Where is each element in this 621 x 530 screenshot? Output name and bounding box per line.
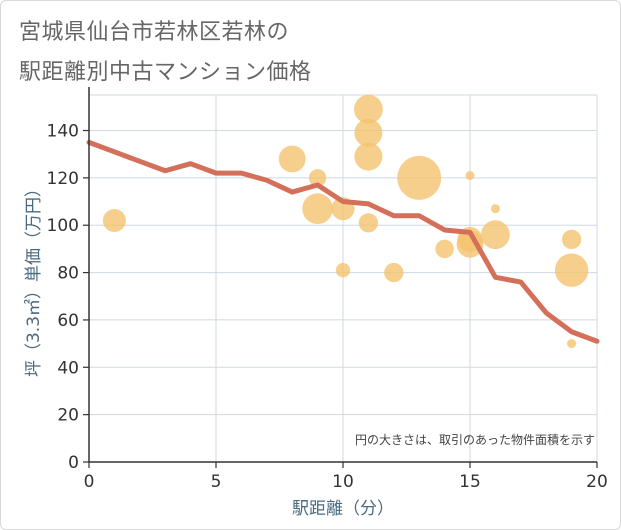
y-tick-label: 20 xyxy=(57,406,79,426)
chart-title-line-1: 宮城県仙台市若林区若林の xyxy=(19,20,290,45)
data-bubble xyxy=(354,94,383,124)
y-tick-label: 80 xyxy=(57,264,79,284)
data-bubble xyxy=(397,155,442,200)
bubbles-group xyxy=(102,94,589,349)
data-bubble xyxy=(561,229,582,250)
x-tick-label: 15 xyxy=(459,472,481,492)
data-bubble xyxy=(456,230,484,258)
data-bubble xyxy=(554,253,589,287)
data-bubble xyxy=(465,170,475,181)
y-tick-label: 0 xyxy=(68,453,79,473)
data-bubble xyxy=(354,118,383,147)
data-bubble xyxy=(302,193,333,225)
chart-title-line-2: 駅距離別中古マンション価格 xyxy=(19,60,312,85)
average-price-line xyxy=(86,139,600,344)
data-bubble xyxy=(308,169,327,187)
data-bubble xyxy=(490,204,500,214)
data-bubble xyxy=(278,145,306,173)
x-axis-label: 駅距離（分） xyxy=(292,499,394,519)
data-bubble xyxy=(481,220,510,250)
y-tick-label: 60 xyxy=(57,311,79,331)
x-tick-label: 5 xyxy=(211,472,222,492)
x-tick-label: 10 xyxy=(332,472,354,492)
data-bubble xyxy=(567,339,577,349)
y-tick-label: 100 xyxy=(47,216,79,236)
data-bubble xyxy=(384,262,404,283)
data-bubble xyxy=(358,213,379,233)
data-bubble xyxy=(102,208,126,233)
y-axis-label: 坪（3.3㎡）単価（万円） xyxy=(24,180,44,377)
y-tick-label: 140 xyxy=(47,122,79,142)
data-bubble xyxy=(354,142,383,171)
y-tick-label: 120 xyxy=(47,169,79,189)
y-tick-label: 40 xyxy=(57,358,79,378)
x-tick-label: 0 xyxy=(84,472,95,492)
bubble-size-note: 円の大きさは、取引のあった物件面積を示す xyxy=(355,432,595,447)
data-bubble xyxy=(335,263,351,278)
x-tick-label: 20 xyxy=(586,472,608,492)
data-bubble xyxy=(435,239,454,259)
